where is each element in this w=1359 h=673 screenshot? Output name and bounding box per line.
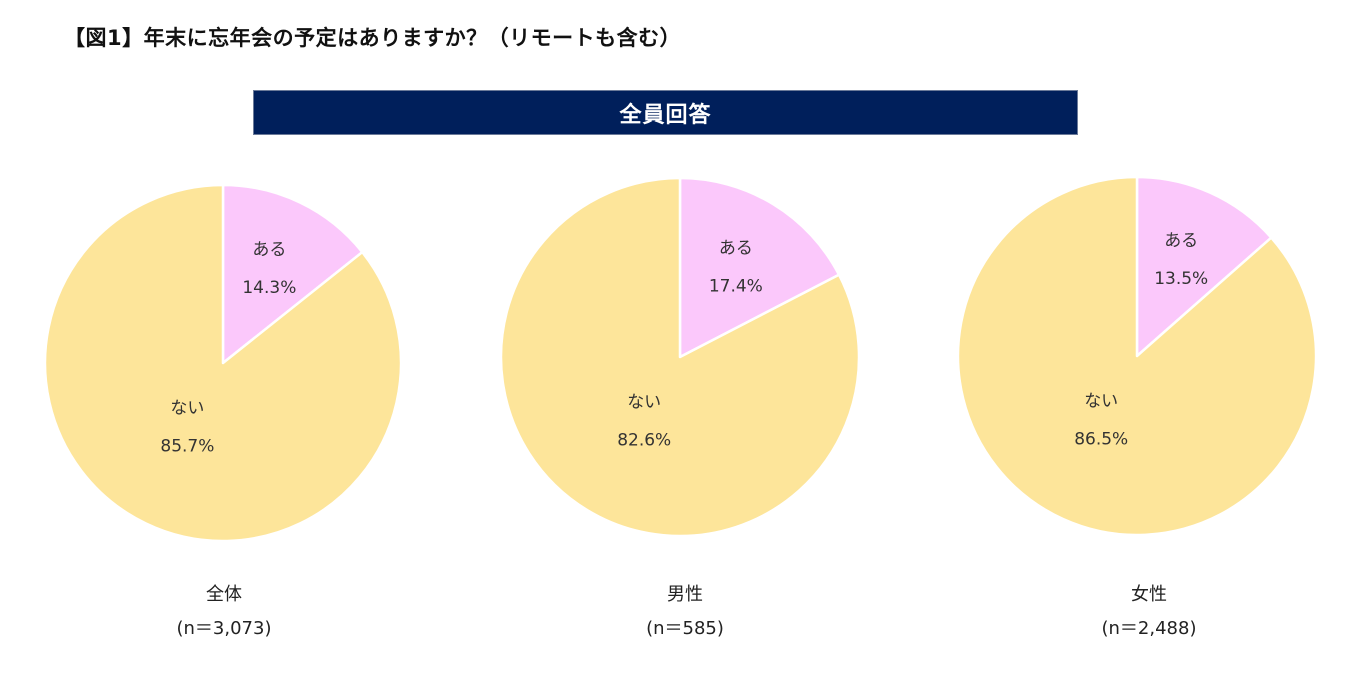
caption-total-group: 全体 [206, 584, 242, 605]
figure-title: 【図1】年末に忘年会の予定はありますか？（リモートも含む） [64, 26, 682, 50]
pie-total-label-no-category: ない [170, 398, 204, 418]
pie-male-label-yes-value: 17.4% [709, 276, 763, 296]
pie-female-label-yes-category: ある [1164, 231, 1198, 251]
pie-total-label-yes-category: ある [252, 240, 286, 260]
caption-male-n: (n＝585) [646, 618, 724, 639]
pie-male-slice-no [499, 176, 861, 538]
pie-male-label-no-category: ない [627, 393, 661, 413]
caption-male-group: 男性 [667, 584, 703, 605]
pie-total-label-no-value: 85.7% [160, 436, 214, 456]
caption-female: 女性 (n＝2,488) [1029, 578, 1269, 646]
respondents-banner: 全員回答 [253, 90, 1078, 135]
caption-male: 男性 (n＝585) [565, 578, 805, 646]
pie-male-label-no-value: 82.6% [617, 431, 671, 451]
pie-female-label-no-category: ない [1084, 392, 1118, 412]
pie-total-slice-yes [221, 183, 364, 365]
caption-female-group: 女性 [1131, 584, 1167, 605]
pie-female-label-yes-value: 13.5% [1154, 269, 1208, 289]
caption-total-n: (n＝3,073) [176, 618, 272, 639]
pie-male-label-yes-category: ある [719, 238, 753, 258]
caption-female-n: (n＝2,488) [1101, 618, 1197, 639]
caption-total: 全体 (n＝3,073) [104, 578, 344, 646]
pie-total-slice-no [43, 183, 403, 543]
pie-total-label-yes-value: 14.3% [242, 278, 296, 298]
pie-male-slice-yes [678, 176, 841, 359]
pie-female-slice-no [956, 175, 1318, 537]
pie-female-slice-yes [1135, 175, 1273, 358]
pie-female-label-no-value: 86.5% [1074, 430, 1128, 450]
